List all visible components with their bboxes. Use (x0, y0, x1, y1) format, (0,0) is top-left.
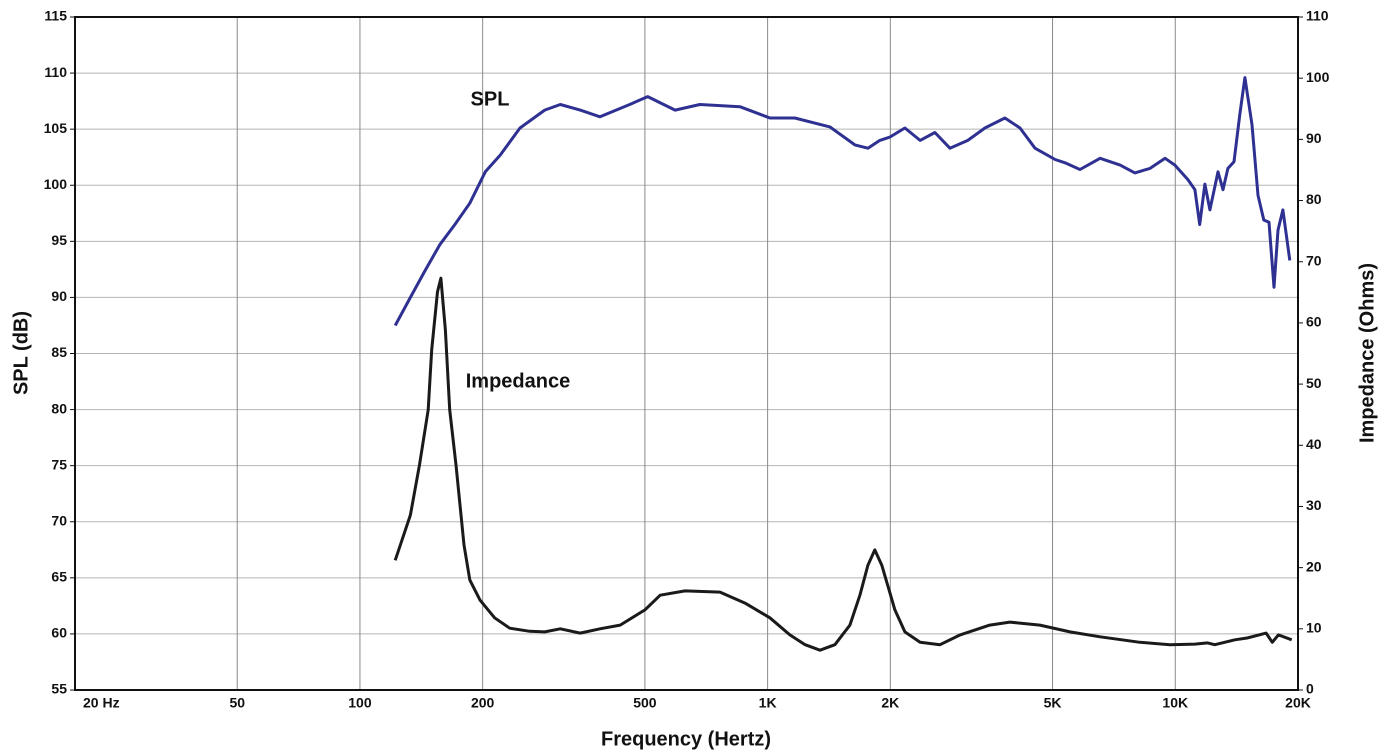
x-axis-title: Frequency (Hertz) (601, 728, 771, 750)
y-tick-label: 80 (51, 400, 67, 416)
x-tick-label: 20K (1285, 695, 1311, 711)
y-tick-label: 75 (51, 456, 67, 472)
y-tick-label: 55 (51, 681, 67, 697)
y2-tick-label: 90 (1306, 130, 1322, 146)
y2-tick-label: 80 (1306, 191, 1322, 207)
y-axis-title: SPL (dB) (10, 311, 32, 395)
x-tick-label: 2K (881, 695, 899, 711)
y2-tick-label: 30 (1306, 497, 1322, 513)
y-tick-label: 105 (44, 120, 68, 136)
plot-frame (74, 16, 1299, 691)
y-tick-label: 90 (51, 288, 67, 304)
series-line (393, 76, 1292, 327)
y-tick-label: 65 (51, 569, 67, 585)
x-tick-label: 200 (471, 695, 495, 711)
x-tick-label: 500 (633, 695, 657, 711)
y-tick-label: 70 (51, 512, 67, 528)
y2-tick-label: 110 (1306, 8, 1329, 24)
series-label: SPL (471, 88, 510, 110)
y2-tick-label: 20 (1306, 558, 1322, 574)
x-tick-label: 20 Hz (83, 695, 120, 711)
y2-tick-label: 10 (1306, 620, 1322, 636)
y-tick-label: 95 (51, 232, 67, 248)
x-tick-label: 100 (348, 695, 372, 711)
series-line (393, 276, 1293, 652)
y-tick-label: 110 (44, 64, 67, 80)
y2-tick-label: 100 (1306, 69, 1330, 85)
y-tick-label: 85 (51, 344, 67, 360)
y2-tick-label: 40 (1306, 436, 1322, 452)
y2-tick-label: 70 (1306, 252, 1322, 268)
y2-tick-label: 60 (1306, 314, 1322, 330)
y-tick-label: 115 (44, 8, 67, 24)
x-tick-label: 10K (1162, 695, 1188, 711)
y2-tick-label: 0 (1306, 681, 1314, 697)
series-label: Impedance (466, 370, 570, 392)
y-tick-label: 60 (51, 625, 67, 641)
y-tick-label: 100 (44, 176, 68, 192)
x-tick-label: 5K (1044, 695, 1062, 711)
y2-axis-title: Impedance (Ohms) (1356, 263, 1378, 443)
y2-tick-label: 50 (1306, 375, 1322, 391)
x-tick-label: 50 (229, 695, 245, 711)
x-tick-label: 1K (759, 695, 777, 711)
